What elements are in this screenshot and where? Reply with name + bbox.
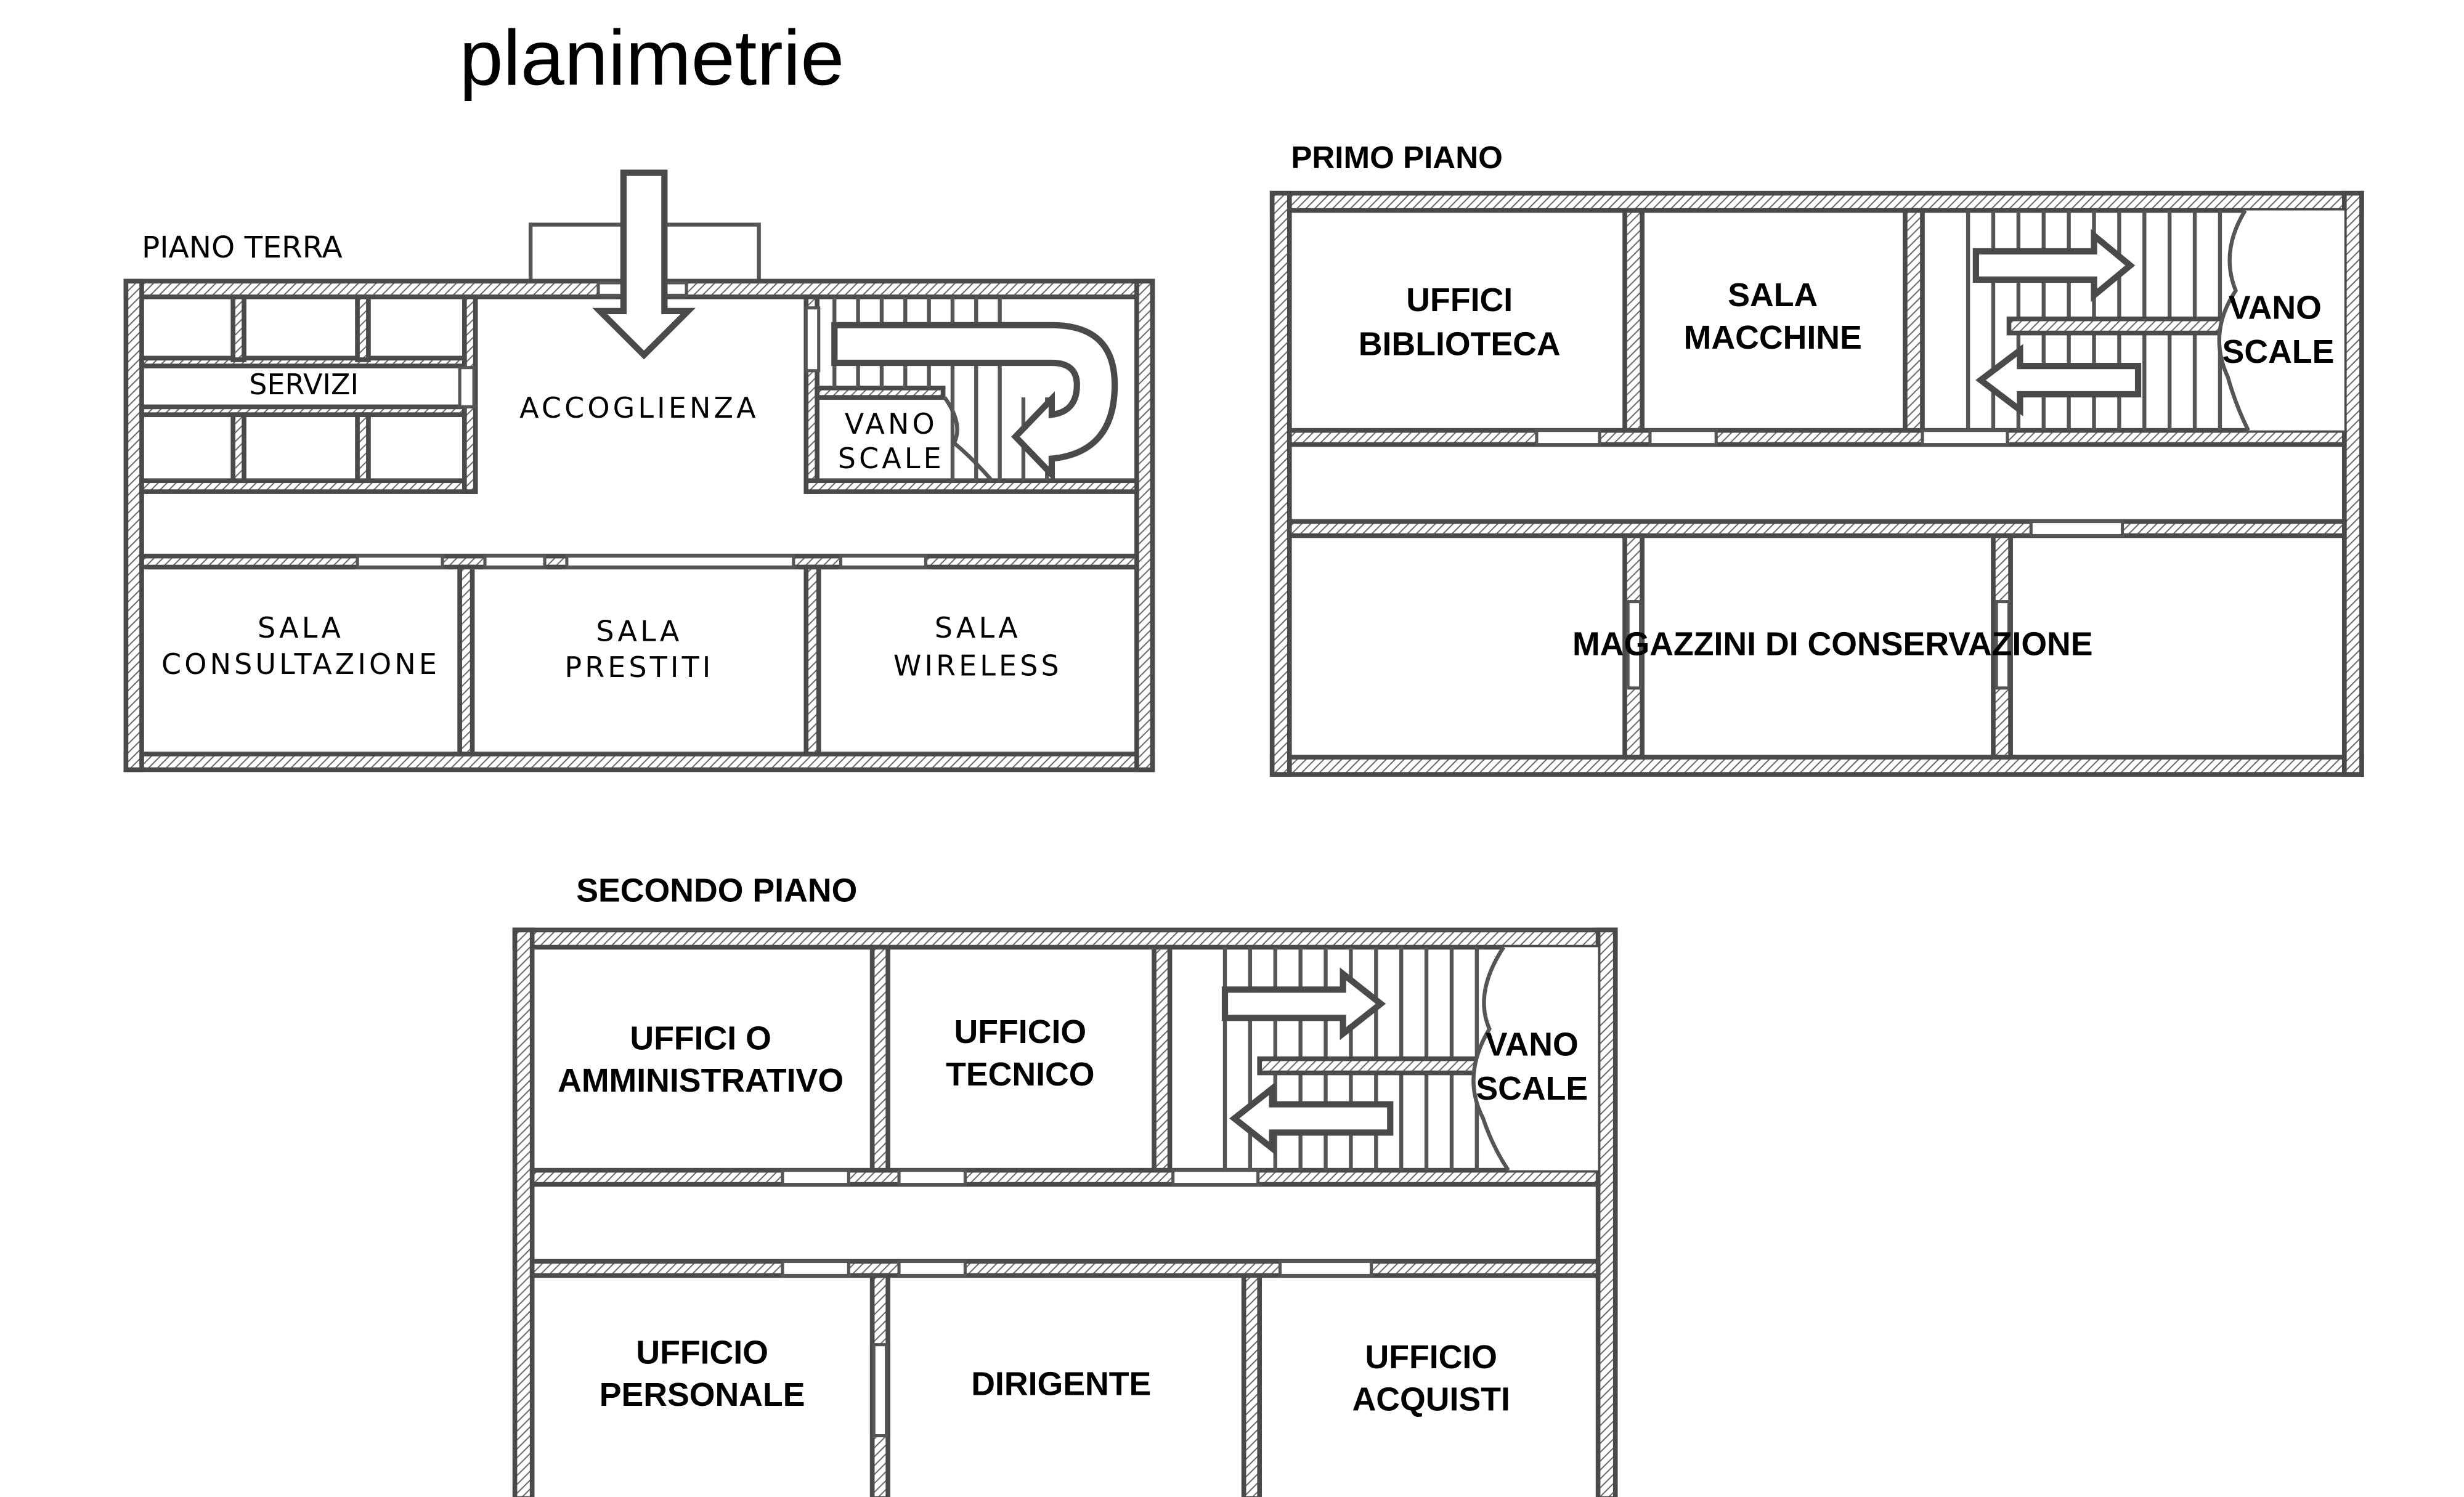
room-label-uffici-1: UFFICI	[1406, 282, 1513, 318]
room-label-amministrativo-2: AMMINISTRATIVO	[558, 1062, 844, 1099]
room-label-consultazione-1: SALA	[258, 611, 344, 644]
room-label-dirigente: DIRIGENTE	[971, 1365, 1151, 1402]
room-label-consultazione-2: CONSULTAZIONE	[161, 647, 440, 681]
room-label-personale-1: UFFICIO	[636, 1334, 768, 1371]
room-label-accoglienza: ACCOGLIENZA	[519, 391, 759, 424]
stair-up-arrow-icon	[1221, 967, 1386, 1041]
servizi-block	[139, 294, 478, 494]
room-label-servizi: SERVIZI	[249, 368, 359, 401]
first-floor-label: PRIMO PIANO	[1291, 140, 1503, 175]
room-label-acquisti-2: ACQUISTI	[1352, 1381, 1510, 1418]
first-floor-plan: PRIMO PIANO	[1269, 140, 2364, 777]
entrance-arrow-icon	[592, 169, 696, 360]
stair-up-arrow-icon	[1972, 229, 2136, 302]
ground-stairwell	[803, 294, 1139, 494]
room-label-personale-2: PERSONALE	[600, 1376, 805, 1413]
second-floor-label: SECONDO PIANO	[576, 872, 857, 909]
room-label-macchine-2: MACCHINE	[1684, 319, 1862, 356]
stair-down-arrow-icon	[1975, 344, 2142, 416]
room-label-vano-second-1: VANO	[1486, 1026, 1579, 1063]
room-label-prestiti-1: SALA	[596, 614, 682, 647]
room-label-acquisti-1: UFFICIO	[1365, 1339, 1497, 1376]
room-label-prestiti-2: PRESTITI	[564, 651, 714, 684]
room-label-vano-second-2: SCALE	[1476, 1070, 1588, 1107]
room-label-vano-ground-1: VANO	[845, 407, 938, 440]
room-label-vano-ground-2: SCALE	[838, 442, 945, 475]
page-title: planimetrie	[459, 14, 844, 102]
room-label-vano-first-1: VANO	[2229, 290, 2322, 327]
room-label-wireless-1: SALA	[935, 611, 1021, 644]
second-floor-plan: SECONDO PIANO	[512, 872, 1618, 1497]
second-outer-walls	[512, 927, 1618, 1497]
room-label-tecnico-2: TECNICO	[946, 1056, 1094, 1093]
room-label-uffici-2: BIBLIOTECA	[1359, 325, 1561, 362]
first-stairwell	[1966, 209, 2344, 432]
room-label-magazzini: MAGAZZINI DI CONSERVAZIONE	[1572, 625, 2093, 662]
stair-turn-arrow-icon	[831, 322, 1118, 482]
stair-down-arrow-icon	[1229, 1082, 1394, 1155]
ground-floor-label: PIANO TERRA	[142, 230, 343, 265]
room-label-wireless-2: WIRELESS	[893, 649, 1062, 682]
room-label-amministrativo-1: UFFICI O	[630, 1020, 771, 1057]
first-outer-walls	[1269, 190, 2364, 777]
room-label-tecnico-1: UFFICIO	[954, 1013, 1087, 1050]
second-stairwell	[1221, 946, 1598, 1172]
room-label-macchine-1: SALA	[1728, 277, 1818, 314]
room-label-vano-first-2: SCALE	[2222, 333, 2335, 370]
ground-floor-plan: PIANO TERRA SERVIZI ACCOGLIENZA	[123, 169, 1155, 773]
